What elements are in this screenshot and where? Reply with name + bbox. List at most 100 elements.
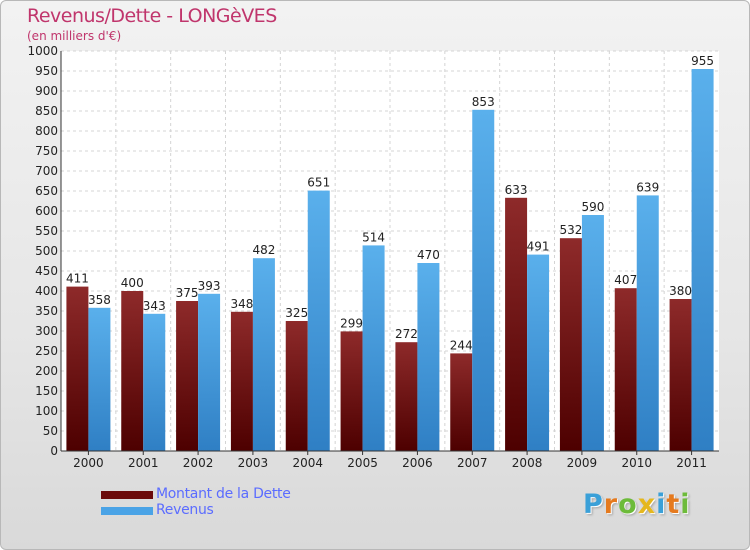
data-label: 348 (230, 297, 253, 311)
bar-revenus (636, 195, 659, 451)
data-label: 393 (198, 279, 221, 293)
x-tick-label: 2001 (128, 456, 159, 470)
bar-revenus (362, 245, 385, 451)
chart-title: Revenus/Dette - LONGèVES (27, 5, 277, 27)
y-tick-label: 700 (35, 164, 58, 178)
bar-dette (285, 321, 308, 451)
data-label: 244 (450, 338, 473, 352)
logo-letter: o (618, 489, 638, 520)
bar-dette (230, 311, 253, 451)
data-label: 651 (307, 176, 330, 190)
bar-dette (340, 331, 363, 451)
legend-swatch-debt (101, 491, 153, 499)
logo-letter: t (666, 489, 681, 520)
y-tick-label: 1000 (27, 44, 58, 58)
data-label: 639 (636, 180, 659, 194)
bar-dette (176, 301, 199, 451)
bar-dette (450, 353, 473, 451)
data-label: 491 (527, 240, 550, 254)
y-tick-label: 250 (35, 344, 58, 358)
data-label: 299 (340, 316, 363, 330)
y-tick-label: 550 (35, 224, 58, 238)
x-tick-label: 2008 (512, 456, 543, 470)
y-tick-label: 600 (35, 204, 58, 218)
bar-revenus (252, 258, 275, 451)
y-tick-label: 950 (35, 64, 58, 78)
bar-revenus (143, 313, 166, 451)
data-label: 482 (252, 243, 275, 257)
bar-revenus (472, 109, 495, 452)
logo-letter: r (603, 489, 619, 520)
data-label: 358 (88, 293, 111, 307)
y-tick-label: 650 (35, 184, 58, 198)
bar-revenus (527, 254, 550, 451)
y-tick-label: 850 (35, 104, 58, 118)
y-tick-label: 50 (43, 424, 58, 438)
bar-revenus (198, 293, 221, 451)
data-label: 343 (143, 299, 166, 313)
bar-dette (669, 299, 692, 451)
bar-revenus (307, 190, 330, 451)
bar-revenus (691, 69, 714, 451)
data-label: 853 (472, 95, 495, 109)
y-tick-label: 400 (35, 284, 58, 298)
bar-dette (395, 342, 418, 451)
y-tick-label: 300 (35, 324, 58, 338)
y-tick-label: 800 (35, 124, 58, 138)
bar-dette (121, 291, 144, 451)
data-label: 470 (417, 248, 440, 262)
logo-letter: P (583, 489, 604, 520)
y-tick-label: 350 (35, 304, 58, 318)
bar-dette (559, 238, 582, 451)
x-tick-label: 2004 (292, 456, 323, 470)
x-tick-label: 2009 (567, 456, 598, 470)
legend-label-debt: Montant de la Dette (156, 486, 291, 502)
data-label: 532 (559, 223, 582, 237)
legend-label-revenus: Revenus (156, 502, 214, 518)
data-label: 400 (121, 276, 144, 290)
y-tick-label: 500 (35, 244, 58, 258)
data-label: 407 (614, 273, 637, 287)
proxiti-logo: Proxiti (583, 489, 691, 520)
x-tick-label: 2010 (621, 456, 652, 470)
chart-subtitle: (en milliers d'€) (27, 29, 122, 43)
bar-dette (505, 197, 528, 451)
y-tick-label: 150 (35, 384, 58, 398)
y-tick-label: 750 (35, 144, 58, 158)
x-tick-label: 2011 (676, 456, 707, 470)
y-tick-label: 900 (35, 84, 58, 98)
x-tick-label: 2003 (238, 456, 269, 470)
data-label: 325 (285, 306, 308, 320)
data-label: 411 (66, 272, 89, 286)
y-tick-label: 0 (50, 444, 58, 458)
data-label: 514 (362, 230, 385, 244)
y-tick-label: 450 (35, 264, 58, 278)
x-tick-label: 2007 (457, 456, 488, 470)
logo-letter: x (637, 489, 657, 520)
x-tick-label: 2002 (183, 456, 214, 470)
legend-swatch-revenus (101, 507, 153, 515)
bar-dette (66, 286, 89, 451)
bar-revenus (417, 263, 440, 451)
data-label: 955 (691, 54, 714, 68)
bars-layer (66, 69, 714, 452)
data-label: 272 (395, 327, 418, 341)
bar-revenus (88, 307, 111, 451)
data-label: 590 (581, 200, 604, 214)
axis-layer: 0 50 100 150 200 250 300 350 400 450 500 550 600 650 7… (27, 44, 719, 470)
data-label: 380 (669, 284, 692, 298)
bar-revenus (581, 215, 604, 451)
grid-layer (61, 50, 719, 452)
x-tick-label: 2005 (347, 456, 378, 470)
logo-letter: i (680, 489, 691, 520)
data-label: 375 (176, 286, 199, 300)
y-tick-label: 100 (35, 404, 58, 418)
data-label: 633 (505, 183, 528, 197)
x-tick-label: 2000 (73, 456, 104, 470)
bar-dette (614, 288, 637, 451)
x-tick-label: 2006 (402, 456, 433, 470)
logo-letter: i (656, 489, 667, 520)
